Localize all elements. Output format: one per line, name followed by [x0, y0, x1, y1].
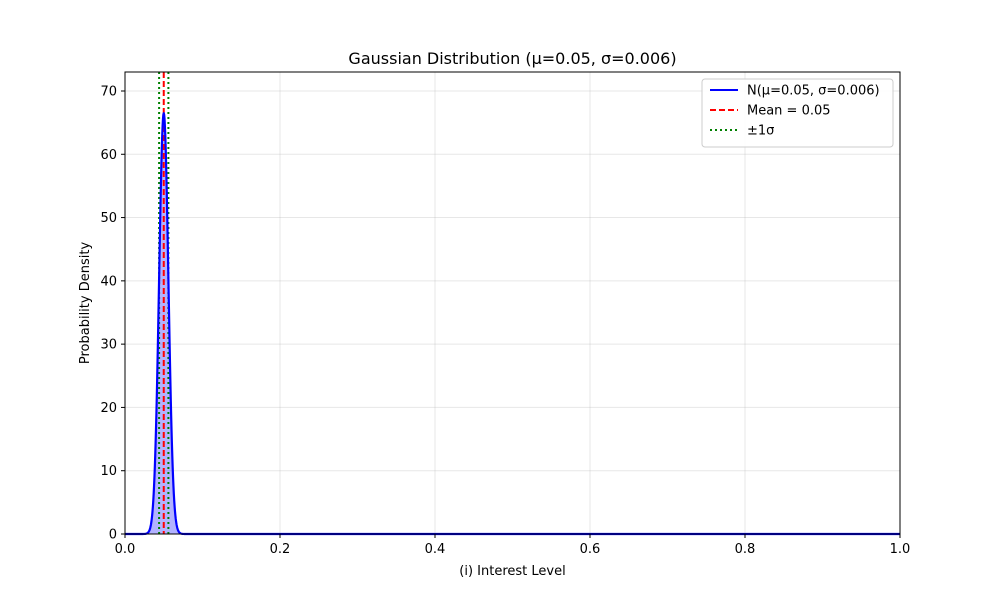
plot-frame	[124, 71, 901, 535]
y-tick-label: 50	[100, 211, 117, 226]
x-tick-label: 1.0	[890, 542, 911, 557]
legend-label-gaussian: N(μ=0.05, σ=0.006)	[747, 84, 880, 99]
chart-title: Gaussian Distribution (μ=0.05, σ=0.006)	[348, 49, 676, 68]
x-tick-label: 0.8	[735, 542, 756, 557]
legend-box	[701, 78, 894, 148]
y-tick-label: 10	[100, 464, 117, 479]
y-tick-label: 30	[100, 338, 117, 353]
y-tick-label: 40	[100, 274, 117, 289]
y-tick-label: 0	[109, 528, 117, 543]
tick-layer: 0.0 0.2 0.4 0.6 0.8 1.0 0 10 20 30 40 50 60 70	[100, 84, 910, 557]
y-tick-label: 70	[100, 84, 117, 99]
y-tick-label: 20	[100, 401, 117, 416]
legend-label-mean: Mean = 0.05	[747, 104, 831, 119]
grid-layer	[124, 72, 901, 535]
x-tick-label: 0.2	[270, 542, 291, 557]
x-axis-title: (i) Interest Level	[459, 564, 565, 579]
y-axis-title: Probability Density	[78, 242, 93, 365]
legend: N(μ=0.05, σ=0.006) Mean = 0.05 ±1σ	[701, 78, 894, 148]
x-tick-label: 0.6	[580, 542, 601, 557]
x-tick-label: 0.4	[425, 542, 446, 557]
legend-label-sigma: ±1σ	[747, 124, 774, 139]
y-tick-label: 60	[100, 148, 117, 163]
x-tick-label: 0.0	[115, 542, 136, 557]
